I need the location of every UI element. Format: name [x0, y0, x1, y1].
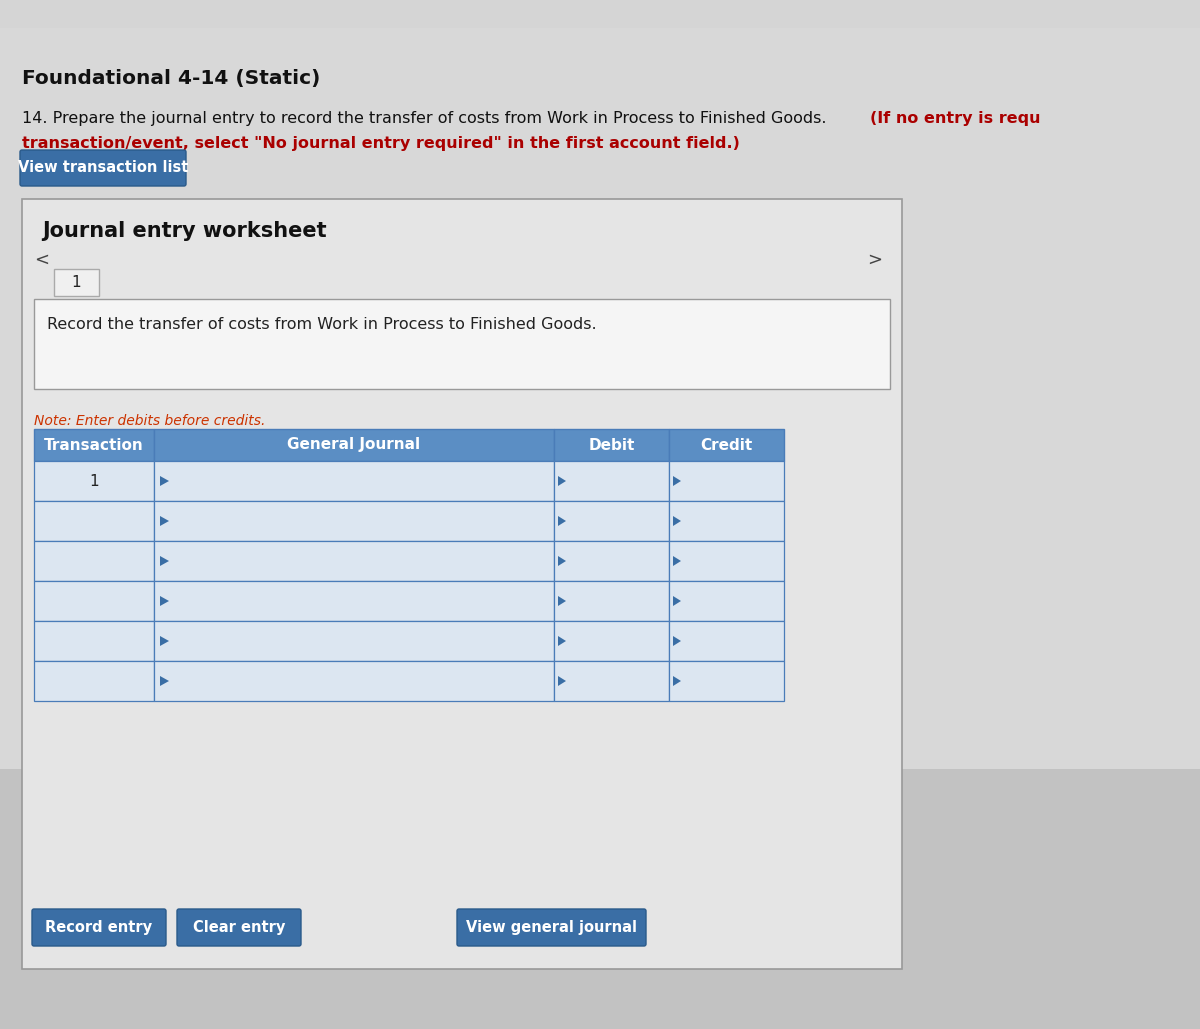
FancyBboxPatch shape — [34, 461, 154, 501]
FancyBboxPatch shape — [670, 461, 784, 501]
FancyBboxPatch shape — [554, 429, 670, 461]
FancyBboxPatch shape — [154, 620, 554, 661]
FancyBboxPatch shape — [554, 661, 670, 701]
Text: Record entry: Record entry — [46, 920, 152, 935]
Text: View transaction list: View transaction list — [18, 161, 188, 176]
FancyBboxPatch shape — [670, 541, 784, 581]
Text: 1: 1 — [89, 473, 98, 489]
Text: View general journal: View general journal — [466, 920, 637, 935]
Text: 1: 1 — [72, 275, 82, 290]
FancyBboxPatch shape — [154, 581, 554, 620]
Polygon shape — [673, 676, 682, 686]
Text: Transaction: Transaction — [44, 437, 144, 453]
FancyBboxPatch shape — [34, 429, 154, 461]
FancyBboxPatch shape — [670, 429, 784, 461]
FancyBboxPatch shape — [20, 150, 186, 186]
Text: Debit: Debit — [588, 437, 635, 453]
Text: 14. Prepare the journal entry to record the transfer of costs from Work in Proce: 14. Prepare the journal entry to record … — [22, 111, 832, 126]
Polygon shape — [673, 556, 682, 566]
Text: transaction/event, select "No journal entry required" in the first account field: transaction/event, select "No journal en… — [22, 136, 740, 151]
Polygon shape — [673, 516, 682, 526]
FancyBboxPatch shape — [178, 909, 301, 946]
Text: Journal entry worksheet: Journal entry worksheet — [42, 221, 326, 241]
Polygon shape — [558, 676, 566, 686]
Text: General Journal: General Journal — [288, 437, 420, 453]
FancyBboxPatch shape — [154, 429, 554, 461]
FancyBboxPatch shape — [32, 909, 166, 946]
FancyBboxPatch shape — [670, 581, 784, 620]
Polygon shape — [558, 476, 566, 486]
Text: (If no entry is requ: (If no entry is requ — [870, 111, 1040, 126]
FancyBboxPatch shape — [554, 461, 670, 501]
FancyBboxPatch shape — [154, 461, 554, 501]
Text: Note: Enter debits before credits.: Note: Enter debits before credits. — [34, 414, 265, 428]
Polygon shape — [673, 476, 682, 486]
Polygon shape — [558, 556, 566, 566]
FancyBboxPatch shape — [457, 909, 646, 946]
FancyBboxPatch shape — [34, 620, 154, 661]
Polygon shape — [673, 596, 682, 606]
Polygon shape — [558, 596, 566, 606]
FancyBboxPatch shape — [0, 0, 1200, 28]
Text: Record the transfer of costs from Work in Process to Finished Goods.: Record the transfer of costs from Work i… — [47, 317, 596, 332]
FancyBboxPatch shape — [154, 501, 554, 541]
FancyBboxPatch shape — [554, 620, 670, 661]
Polygon shape — [160, 596, 169, 606]
FancyBboxPatch shape — [22, 199, 902, 969]
FancyBboxPatch shape — [54, 269, 98, 296]
FancyBboxPatch shape — [34, 541, 154, 581]
FancyBboxPatch shape — [34, 501, 154, 541]
FancyBboxPatch shape — [554, 541, 670, 581]
FancyBboxPatch shape — [34, 299, 890, 389]
FancyBboxPatch shape — [34, 581, 154, 620]
Polygon shape — [160, 636, 169, 646]
Text: Credit: Credit — [701, 437, 752, 453]
FancyBboxPatch shape — [0, 28, 1200, 769]
Polygon shape — [673, 636, 682, 646]
FancyBboxPatch shape — [154, 661, 554, 701]
Polygon shape — [558, 516, 566, 526]
FancyBboxPatch shape — [670, 501, 784, 541]
FancyBboxPatch shape — [670, 620, 784, 661]
FancyBboxPatch shape — [154, 541, 554, 581]
Text: Clear entry: Clear entry — [193, 920, 286, 935]
FancyBboxPatch shape — [34, 661, 154, 701]
FancyBboxPatch shape — [554, 581, 670, 620]
Text: <: < — [34, 251, 49, 269]
FancyBboxPatch shape — [670, 661, 784, 701]
Polygon shape — [160, 476, 169, 486]
Text: Foundational 4-14 (Static): Foundational 4-14 (Static) — [22, 69, 320, 88]
Polygon shape — [160, 516, 169, 526]
FancyBboxPatch shape — [554, 501, 670, 541]
Polygon shape — [160, 676, 169, 686]
Polygon shape — [558, 636, 566, 646]
Text: >: > — [866, 251, 882, 269]
Polygon shape — [160, 556, 169, 566]
